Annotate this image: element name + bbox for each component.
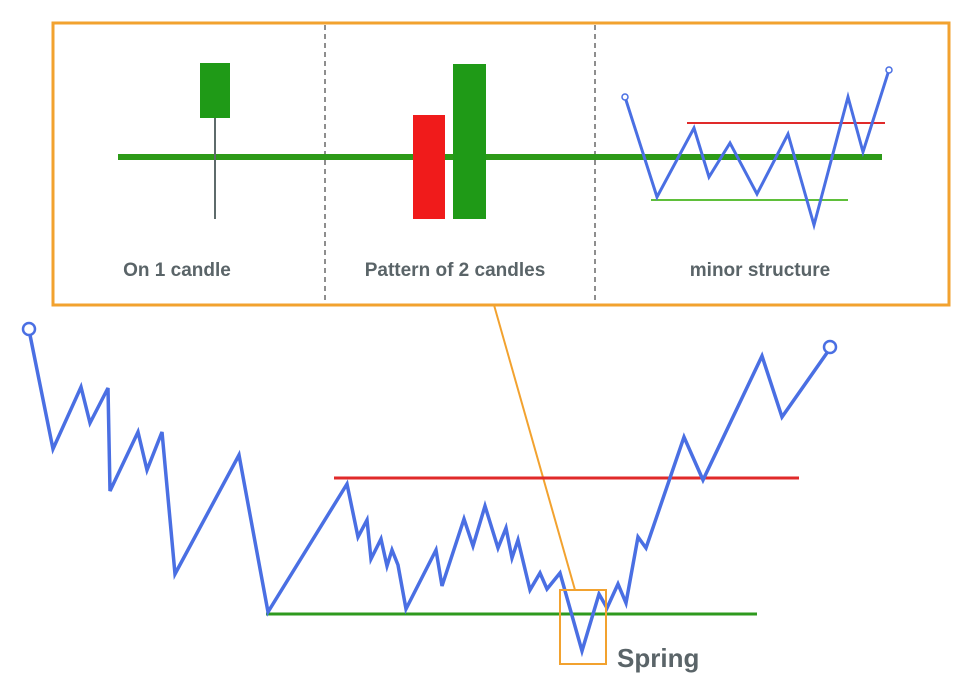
- zoom-connector-line: [493, 304, 576, 591]
- bear-candle-body: [413, 115, 445, 219]
- panel-label-1: On 1 candle: [123, 260, 231, 281]
- spring-label: Spring: [617, 643, 699, 673]
- main-chart: Spring: [21, 321, 838, 673]
- two-candle-pattern: [413, 64, 486, 219]
- start-point-marker: [621, 93, 629, 101]
- end-point-marker: [822, 339, 838, 355]
- panel-label-3: minor structure: [690, 260, 830, 281]
- bull-candle-body: [453, 64, 486, 219]
- main-price-path: [27, 329, 831, 658]
- minor-price-path: [623, 69, 891, 231]
- inset-panel: On 1 candle Pattern of 2 candles minor s…: [51, 21, 951, 307]
- single-candle: [200, 63, 230, 219]
- panel-label-2: Pattern of 2 candles: [365, 260, 546, 281]
- start-point-marker: [21, 321, 37, 337]
- minor-structure: [621, 66, 893, 231]
- spring-highlight-box: [559, 589, 607, 665]
- bull-candle-body: [200, 63, 230, 118]
- end-point-marker: [885, 66, 893, 74]
